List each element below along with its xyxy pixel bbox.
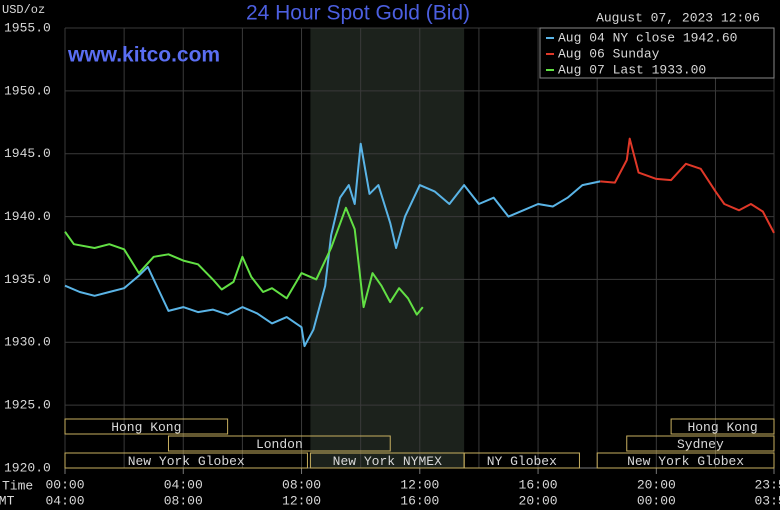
session-bar bbox=[167, 435, 391, 452]
gmt-tick-label: 04:00 bbox=[45, 493, 84, 508]
x-tick-label: 12:00 bbox=[400, 477, 439, 492]
shaded-session bbox=[310, 28, 465, 468]
legend-label: Aug 07 Last 1933.00 bbox=[558, 62, 706, 77]
unit-label: USD/oz bbox=[2, 3, 45, 17]
gmt-tick-label: 03:59 bbox=[754, 493, 780, 508]
session-label: New York NYMEX bbox=[333, 454, 442, 469]
y-tick-label: 1925.0 bbox=[4, 398, 51, 413]
x-tick-label: 16:00 bbox=[519, 477, 558, 492]
timestamp: August 07, 2023 12:06 bbox=[596, 10, 760, 25]
legend-box bbox=[539, 27, 775, 79]
y-tick-label: 1945.0 bbox=[4, 146, 51, 161]
y-tick-label: 1935.0 bbox=[4, 272, 51, 287]
legend-label: Aug 04 NY close 1942.60 bbox=[558, 30, 737, 45]
gmt-tick-label: 12:00 bbox=[282, 493, 321, 508]
y-tick-label: 1950.0 bbox=[4, 83, 51, 98]
price-line bbox=[64, 142, 601, 348]
x-row-label: Time bbox=[2, 478, 33, 493]
gmt-tick-label: 20:00 bbox=[519, 493, 558, 508]
x-tick-label: 23:59 bbox=[754, 477, 780, 492]
session-bar bbox=[670, 418, 775, 435]
y-tick-label: 1955.0 bbox=[4, 20, 51, 35]
watermark: www.kitco.com bbox=[67, 44, 220, 67]
price-line bbox=[600, 137, 775, 234]
y-tick-label: 1920.0 bbox=[4, 460, 51, 475]
session-label: NY Globex bbox=[487, 454, 557, 469]
legend-label: Aug 06 Sunday bbox=[558, 46, 660, 61]
gmt-row-label: GMT bbox=[0, 493, 15, 508]
session-bar bbox=[596, 452, 775, 469]
session-bar bbox=[626, 435, 775, 452]
chart-title: 24 Hour Spot Gold (Bid) bbox=[246, 2, 470, 25]
session-bar bbox=[64, 418, 229, 435]
session-label: New York Globex bbox=[627, 454, 744, 469]
session-bar bbox=[463, 452, 580, 469]
gmt-tick-label: 08:00 bbox=[164, 493, 203, 508]
gmt-tick-label: 00:00 bbox=[637, 493, 676, 508]
gmt-tick-label: 16:00 bbox=[400, 493, 439, 508]
x-tick-label: 00:00 bbox=[45, 477, 84, 492]
price-line bbox=[64, 206, 424, 316]
session-label: Hong Kong bbox=[687, 420, 757, 435]
session-label: London bbox=[256, 437, 303, 452]
session-label: Sydney bbox=[677, 437, 724, 452]
x-tick-label: 04:00 bbox=[164, 477, 203, 492]
x-tick-label: 08:00 bbox=[282, 477, 321, 492]
session-label: Hong Kong bbox=[111, 420, 181, 435]
session-bar bbox=[64, 452, 308, 469]
y-tick-label: 1930.0 bbox=[4, 335, 51, 350]
y-tick-label: 1940.0 bbox=[4, 209, 51, 224]
x-tick-label: 20:00 bbox=[637, 477, 676, 492]
session-label: New York Globex bbox=[128, 454, 245, 469]
